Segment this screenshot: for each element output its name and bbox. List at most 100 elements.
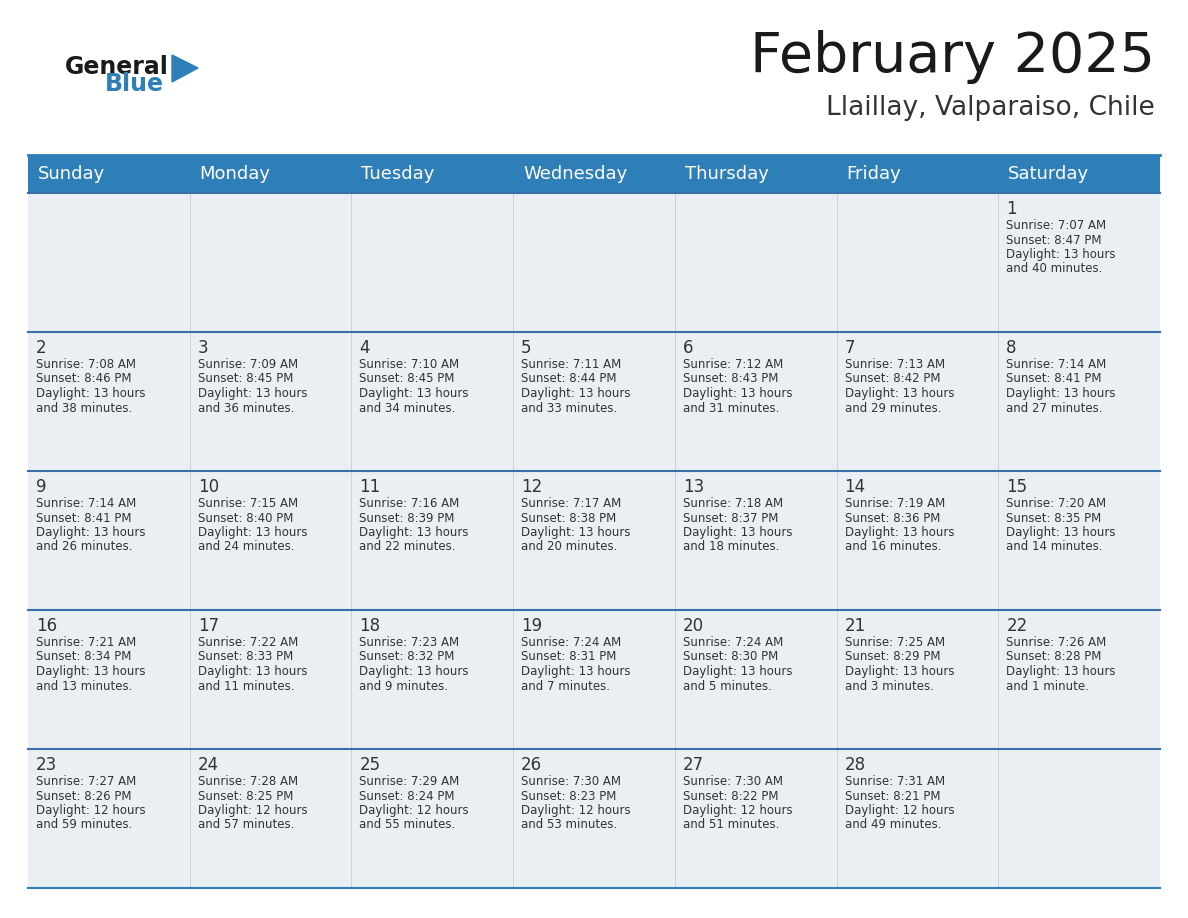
Bar: [190, 155, 352, 193]
Bar: [836, 471, 998, 610]
Bar: [836, 155, 998, 193]
Text: Sunset: 8:25 PM: Sunset: 8:25 PM: [197, 789, 293, 802]
Text: 19: 19: [522, 617, 542, 635]
Text: and 5 minutes.: and 5 minutes.: [683, 679, 772, 692]
Text: Sunrise: 7:25 AM: Sunrise: 7:25 AM: [845, 636, 944, 649]
Text: and 7 minutes.: and 7 minutes.: [522, 679, 611, 692]
Text: Sunset: 8:24 PM: Sunset: 8:24 PM: [360, 789, 455, 802]
Text: and 20 minutes.: and 20 minutes.: [522, 541, 618, 554]
Text: Daylight: 13 hours: Daylight: 13 hours: [522, 665, 631, 678]
Text: Sunset: 8:31 PM: Sunset: 8:31 PM: [522, 651, 617, 664]
Text: Daylight: 13 hours: Daylight: 13 hours: [845, 665, 954, 678]
Bar: [836, 610, 998, 749]
Text: Sunrise: 7:24 AM: Sunrise: 7:24 AM: [522, 636, 621, 649]
Text: Daylight: 13 hours: Daylight: 13 hours: [845, 526, 954, 539]
Text: Daylight: 13 hours: Daylight: 13 hours: [683, 665, 792, 678]
Text: 6: 6: [683, 339, 694, 357]
Text: Sunset: 8:43 PM: Sunset: 8:43 PM: [683, 373, 778, 386]
Text: and 33 minutes.: and 33 minutes.: [522, 401, 618, 415]
Text: Saturday: Saturday: [1009, 165, 1089, 183]
Text: Sunrise: 7:18 AM: Sunrise: 7:18 AM: [683, 497, 783, 510]
Text: 18: 18: [360, 617, 380, 635]
Bar: [352, 471, 513, 610]
Bar: [352, 193, 513, 332]
Polygon shape: [172, 55, 198, 82]
Bar: [513, 332, 675, 471]
Bar: [29, 610, 190, 749]
Text: Sunset: 8:37 PM: Sunset: 8:37 PM: [683, 511, 778, 524]
Text: Sunset: 8:42 PM: Sunset: 8:42 PM: [845, 373, 940, 386]
Text: and 53 minutes.: and 53 minutes.: [522, 819, 618, 832]
Bar: [352, 749, 513, 888]
Bar: [998, 471, 1159, 610]
Text: 17: 17: [197, 617, 219, 635]
Text: and 22 minutes.: and 22 minutes.: [360, 541, 456, 554]
Text: Sunrise: 7:29 AM: Sunrise: 7:29 AM: [360, 775, 460, 788]
Text: Sunset: 8:21 PM: Sunset: 8:21 PM: [845, 789, 940, 802]
Text: 9: 9: [36, 478, 46, 496]
Text: and 3 minutes.: and 3 minutes.: [845, 679, 934, 692]
Text: and 16 minutes.: and 16 minutes.: [845, 541, 941, 554]
Text: Daylight: 13 hours: Daylight: 13 hours: [522, 387, 631, 400]
Text: Daylight: 13 hours: Daylight: 13 hours: [360, 665, 469, 678]
Text: Daylight: 13 hours: Daylight: 13 hours: [1006, 248, 1116, 261]
Bar: [190, 471, 352, 610]
Text: Sunrise: 7:22 AM: Sunrise: 7:22 AM: [197, 636, 298, 649]
Bar: [675, 155, 836, 193]
Text: Sunset: 8:47 PM: Sunset: 8:47 PM: [1006, 233, 1101, 247]
Bar: [513, 471, 675, 610]
Text: Daylight: 12 hours: Daylight: 12 hours: [522, 804, 631, 817]
Text: 14: 14: [845, 478, 866, 496]
Text: Daylight: 13 hours: Daylight: 13 hours: [1006, 526, 1116, 539]
Text: 27: 27: [683, 756, 704, 774]
Text: Sunset: 8:28 PM: Sunset: 8:28 PM: [1006, 651, 1101, 664]
Text: Sunset: 8:29 PM: Sunset: 8:29 PM: [845, 651, 940, 664]
Text: Daylight: 13 hours: Daylight: 13 hours: [1006, 665, 1116, 678]
Bar: [190, 193, 352, 332]
Bar: [513, 155, 675, 193]
Text: and 14 minutes.: and 14 minutes.: [1006, 541, 1102, 554]
Text: Monday: Monday: [200, 165, 271, 183]
Text: 20: 20: [683, 617, 704, 635]
Text: Daylight: 13 hours: Daylight: 13 hours: [1006, 387, 1116, 400]
Text: and 40 minutes.: and 40 minutes.: [1006, 263, 1102, 275]
Bar: [190, 610, 352, 749]
Text: Sunrise: 7:08 AM: Sunrise: 7:08 AM: [36, 358, 135, 371]
Text: 28: 28: [845, 756, 866, 774]
Text: Sunset: 8:30 PM: Sunset: 8:30 PM: [683, 651, 778, 664]
Text: General: General: [65, 55, 169, 79]
Text: Sunset: 8:39 PM: Sunset: 8:39 PM: [360, 511, 455, 524]
Bar: [675, 610, 836, 749]
Text: 26: 26: [522, 756, 542, 774]
Bar: [675, 193, 836, 332]
Bar: [998, 610, 1159, 749]
Text: Daylight: 12 hours: Daylight: 12 hours: [683, 804, 792, 817]
Text: Sunrise: 7:15 AM: Sunrise: 7:15 AM: [197, 497, 298, 510]
Text: Sunset: 8:45 PM: Sunset: 8:45 PM: [360, 373, 455, 386]
Text: Sunset: 8:35 PM: Sunset: 8:35 PM: [1006, 511, 1101, 524]
Text: and 55 minutes.: and 55 minutes.: [360, 819, 456, 832]
Bar: [513, 749, 675, 888]
Text: Sunset: 8:34 PM: Sunset: 8:34 PM: [36, 651, 132, 664]
Bar: [998, 749, 1159, 888]
Bar: [352, 610, 513, 749]
Text: and 26 minutes.: and 26 minutes.: [36, 541, 133, 554]
Text: Sunrise: 7:21 AM: Sunrise: 7:21 AM: [36, 636, 137, 649]
Text: and 59 minutes.: and 59 minutes.: [36, 819, 132, 832]
Text: Sunrise: 7:26 AM: Sunrise: 7:26 AM: [1006, 636, 1106, 649]
Bar: [675, 749, 836, 888]
Text: February 2025: February 2025: [750, 30, 1155, 84]
Text: Sunset: 8:41 PM: Sunset: 8:41 PM: [1006, 373, 1101, 386]
Text: Daylight: 12 hours: Daylight: 12 hours: [360, 804, 469, 817]
Text: Sunrise: 7:16 AM: Sunrise: 7:16 AM: [360, 497, 460, 510]
Text: and 29 minutes.: and 29 minutes.: [845, 401, 941, 415]
Text: 12: 12: [522, 478, 543, 496]
Text: Daylight: 13 hours: Daylight: 13 hours: [360, 387, 469, 400]
Text: and 57 minutes.: and 57 minutes.: [197, 819, 295, 832]
Text: Daylight: 13 hours: Daylight: 13 hours: [683, 387, 792, 400]
Text: Sunrise: 7:30 AM: Sunrise: 7:30 AM: [522, 775, 621, 788]
Text: Daylight: 12 hours: Daylight: 12 hours: [845, 804, 954, 817]
Text: Sunrise: 7:13 AM: Sunrise: 7:13 AM: [845, 358, 944, 371]
Text: Sunset: 8:26 PM: Sunset: 8:26 PM: [36, 789, 132, 802]
Text: Sunrise: 7:27 AM: Sunrise: 7:27 AM: [36, 775, 137, 788]
